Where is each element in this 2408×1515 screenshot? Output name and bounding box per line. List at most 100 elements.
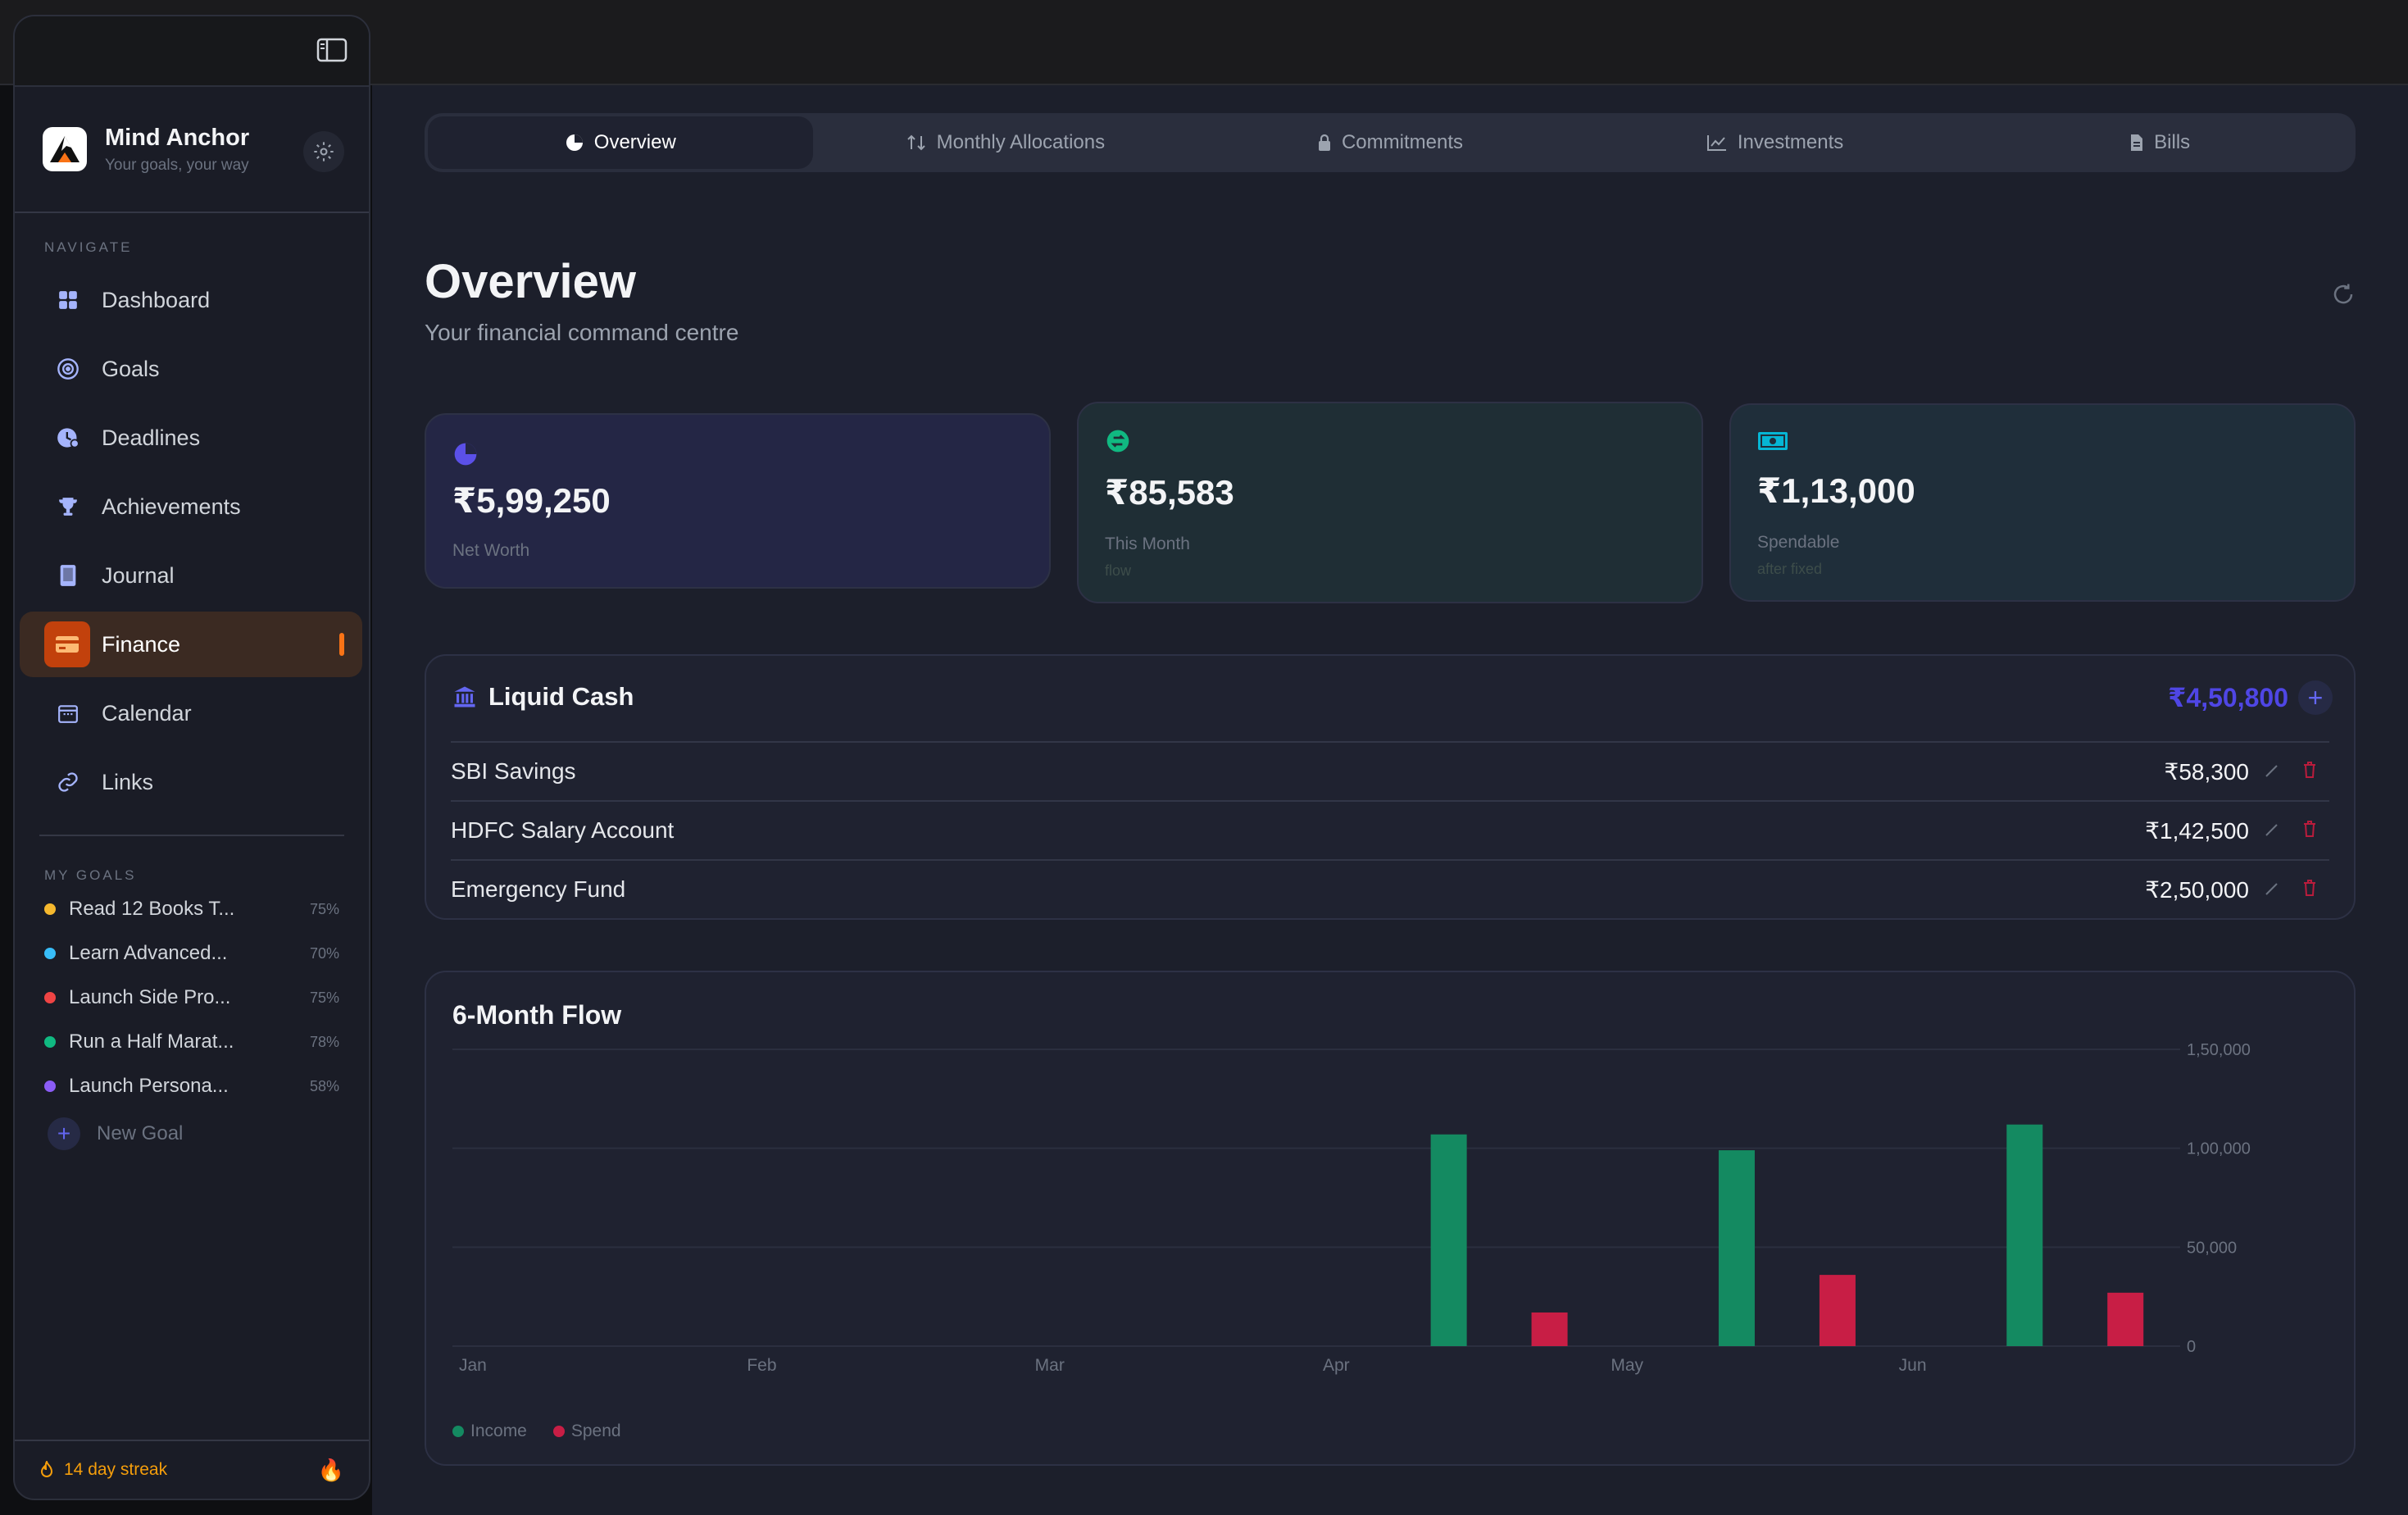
plus-icon: + xyxy=(48,1117,80,1150)
goal-percent: 75% xyxy=(309,900,339,917)
tab-label: Investments xyxy=(1737,131,1844,153)
main-content: Overview Monthly Allocations Commitments… xyxy=(372,85,2408,1515)
sidebar-nav: Dashboard Goals Deadlines Achievements J… xyxy=(15,267,369,815)
tab-commitments[interactable]: Commitments xyxy=(1197,116,1583,169)
add-account-button[interactable]: + xyxy=(2298,680,2333,715)
sidebar-item-dashboard[interactable]: Dashboard xyxy=(20,267,362,333)
goal-name: Launch Persona... xyxy=(69,1075,229,1097)
sidebar-item-journal[interactable]: Journal xyxy=(20,543,362,608)
flow-chart-panel: 6-Month Flow 0 50,000 1,00,000 1,50,000 Jan F… xyxy=(425,971,2356,1466)
chart-title: 6-Month Flow xyxy=(452,1000,622,1030)
account-row: Emergency Fund ₹2,50,000 xyxy=(451,859,2329,918)
bank-icon xyxy=(454,686,475,707)
y-tick-label: 0 xyxy=(2187,1338,2196,1356)
sidebar-item-goals[interactable]: Goals xyxy=(20,336,362,402)
legend-item-income: Income xyxy=(452,1422,527,1441)
account-amount: ₹2,50,000 xyxy=(2145,876,2249,903)
goal-item[interactable]: Launch Side Pro... 75% xyxy=(15,976,369,1020)
tab-bills[interactable]: Bills xyxy=(1967,116,2352,169)
trash-icon[interactable] xyxy=(2301,876,2318,903)
net-worth-label: Net Worth xyxy=(452,541,530,560)
streak-footer: 14 day streak 🔥 xyxy=(15,1440,369,1499)
tab-label: Bills xyxy=(2154,131,2191,153)
y-tick-label: 1,00,000 xyxy=(2187,1140,2251,1158)
spendable-label: Spendable xyxy=(1757,533,1840,552)
sidebar-item-deadlines[interactable]: Deadlines xyxy=(20,405,362,471)
liquid-cash-total: ₹4,50,800 xyxy=(2168,683,2288,712)
mountain-logo-icon xyxy=(43,127,87,171)
navigate-section-label: NAVIGATE xyxy=(44,239,133,255)
target-icon xyxy=(56,357,80,381)
pie-chart-icon xyxy=(566,134,583,151)
this-month-sublabel: flow xyxy=(1105,562,1132,579)
spend-bar xyxy=(1819,1275,1856,1346)
trash-icon[interactable] xyxy=(2301,817,2318,844)
sidebar-item-label: Finance xyxy=(102,631,181,657)
goal-color-dot xyxy=(44,1081,56,1092)
goal-name: Read 12 Books T... xyxy=(69,898,235,920)
legend-label: Income xyxy=(470,1422,527,1440)
brand-tagline: Your goals, your way xyxy=(105,156,249,174)
this-month-value: ₹85,583 xyxy=(1105,473,1234,512)
x-tick-label: Apr xyxy=(1323,1356,1350,1375)
trash-icon[interactable] xyxy=(2301,758,2318,785)
pencil-icon[interactable] xyxy=(2264,876,2280,903)
settings-gear-icon[interactable] xyxy=(303,131,344,172)
sidebar-top xyxy=(15,16,369,87)
spendable-sublabel: after fixed xyxy=(1757,561,1823,577)
account-name: Emergency Fund xyxy=(451,876,626,902)
sidebar-item-finance[interactable]: Finance xyxy=(20,612,362,677)
sidebar-item-label: Links xyxy=(102,769,154,794)
this-month-card: ₹85,583 This Month flow xyxy=(1077,402,1703,603)
goal-item[interactable]: Read 12 Books T... 75% xyxy=(15,887,369,931)
account-name: SBI Savings xyxy=(451,758,576,784)
card-icon xyxy=(44,621,90,667)
income-bar xyxy=(1430,1134,1467,1346)
goal-item[interactable]: Run a Half Marat... 78% xyxy=(15,1020,369,1064)
legend-swatch xyxy=(452,1426,464,1437)
goal-item[interactable]: Launch Persona... 58% xyxy=(15,1064,369,1108)
calendar-icon xyxy=(56,701,80,726)
sidebar-item-label: Goals xyxy=(102,356,160,381)
legend-label: Spend xyxy=(570,1422,621,1440)
x-tick-label: Feb xyxy=(747,1356,776,1375)
transfer-circle-icon xyxy=(1106,430,1129,453)
spendable-value: ₹1,13,000 xyxy=(1757,471,1915,510)
tab-label: Monthly Allocations xyxy=(936,131,1106,153)
goal-percent: 58% xyxy=(309,1077,339,1094)
pencil-icon[interactable] xyxy=(2264,758,2280,785)
net-worth-card: ₹5,99,250 Net Worth xyxy=(425,413,1051,589)
tab-overview[interactable]: Overview xyxy=(428,116,813,169)
sidebar-item-calendar[interactable]: Calendar xyxy=(20,680,362,746)
tab-investments[interactable]: Investments xyxy=(1583,116,1968,169)
refresh-icon[interactable] xyxy=(2331,282,2356,311)
new-goal-button[interactable]: + New Goal xyxy=(15,1108,369,1159)
sort-arrows-icon xyxy=(906,134,925,151)
goal-color-dot xyxy=(44,948,56,959)
spend-bar xyxy=(2107,1292,2144,1346)
document-icon xyxy=(2131,134,2143,151)
tab-label: Overview xyxy=(593,131,676,153)
link-icon xyxy=(56,770,80,794)
liquid-cash-panel: Liquid Cash ₹4,50,800 + SBI Savings ₹58,… xyxy=(425,654,2356,920)
fire-icon: 🔥 xyxy=(317,1457,344,1482)
legend-swatch xyxy=(552,1426,565,1437)
tab-monthly-allocations[interactable]: Monthly Allocations xyxy=(813,116,1198,169)
goal-item[interactable]: Learn Advanced... 70% xyxy=(15,931,369,976)
goal-name: Launch Side Pro... xyxy=(69,986,231,1008)
pencil-icon[interactable] xyxy=(2264,817,2280,844)
sidebar-item-links[interactable]: Links xyxy=(20,749,362,815)
trophy-icon xyxy=(56,494,80,519)
x-tick-label: Jan xyxy=(459,1356,487,1375)
sidebar-toggle-icon[interactable] xyxy=(315,33,349,67)
chart-legend: Income Spend xyxy=(452,1422,647,1441)
x-tick-label: Mar xyxy=(1035,1356,1065,1375)
sidebar-item-achievements[interactable]: Achievements xyxy=(20,474,362,539)
liquid-cash-title: Liquid Cash xyxy=(488,682,634,711)
y-tick-label: 1,50,000 xyxy=(2187,1041,2251,1059)
goal-percent: 75% xyxy=(309,989,339,1006)
y-tick-label: 50,000 xyxy=(2187,1239,2237,1257)
flow-chart: 0 50,000 1,00,000 1,50,000 Jan Feb Mar Apr May Ju… xyxy=(452,1041,2251,1375)
page-title: Overview xyxy=(425,255,636,308)
window-titlebar xyxy=(0,0,2408,85)
